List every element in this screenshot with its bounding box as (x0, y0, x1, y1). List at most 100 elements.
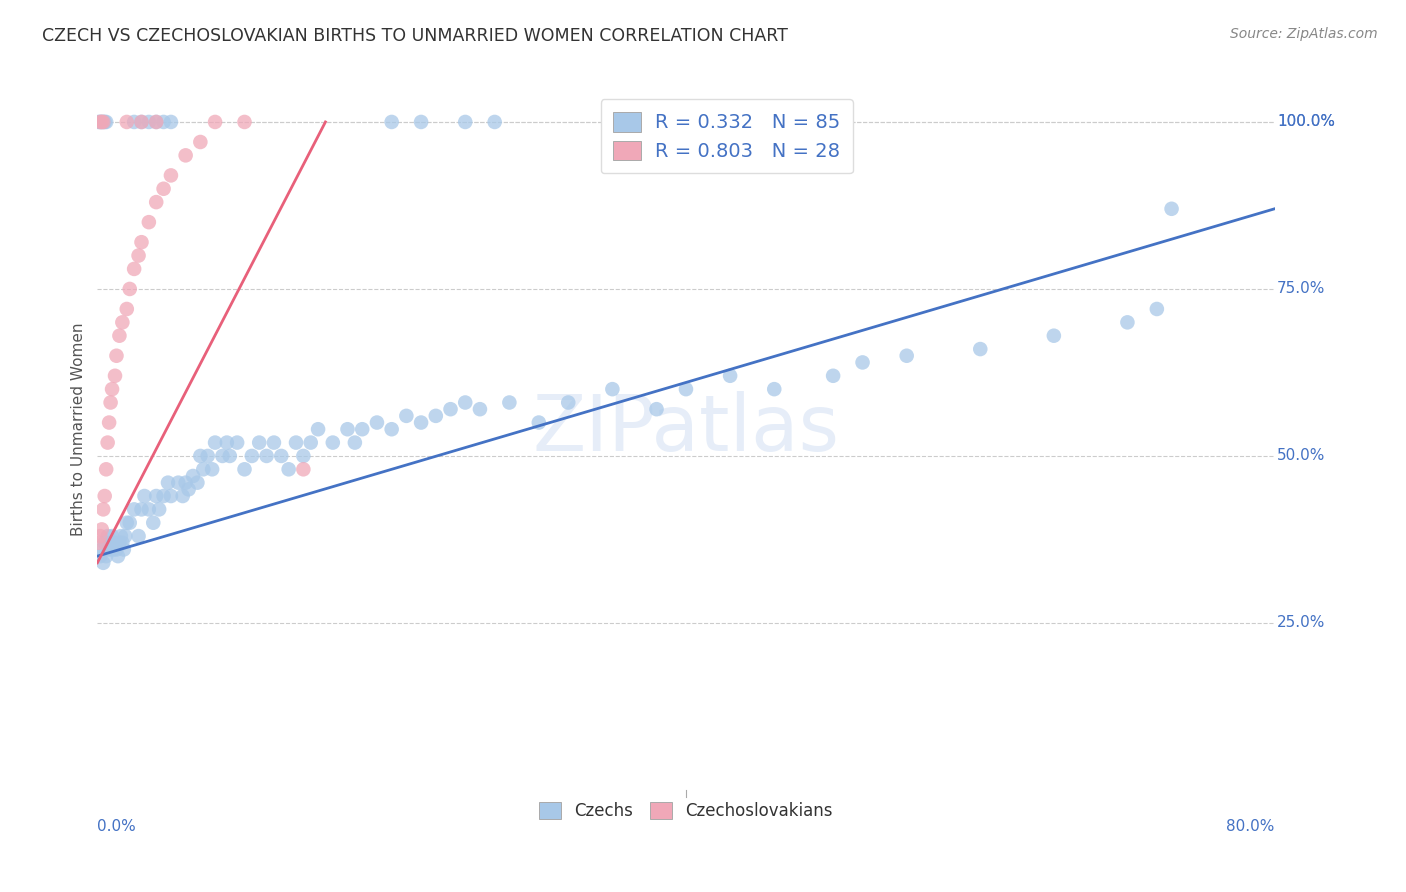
Point (167, 475, 190, 490)
Point (233, 462, 256, 476)
Point (527, 416, 550, 430)
Point (152, 489, 174, 503)
Point (103, 542, 125, 557)
Point (89, 529, 111, 543)
Point (91, 502, 114, 516)
Point (823, 368, 845, 383)
Text: CZECH VS CZECHOSLOVAKIAN BIRTHS TO UNMARRIED WOMEN CORRELATION CHART: CZECH VS CZECHOSLOVAKIAN BIRTHS TO UNMAR… (42, 27, 787, 45)
Point (98, 416, 121, 430)
Point (142, 516, 165, 530)
Point (197, 449, 219, 463)
Text: Source: ZipAtlas.com: Source: ZipAtlas.com (1230, 27, 1378, 41)
Text: ZIPatlas: ZIPatlas (533, 392, 839, 467)
Point (218, 449, 240, 463)
Point (343, 435, 366, 450)
Y-axis label: Births to Unmarried Women: Births to Unmarried Women (72, 323, 86, 536)
Point (145, 115, 167, 129)
Point (90, 115, 112, 129)
Point (93, 535, 115, 549)
Point (108, 328, 131, 343)
Point (454, 115, 477, 129)
Point (498, 395, 520, 409)
Point (602, 382, 624, 396)
Point (100, 395, 122, 409)
Point (160, 169, 183, 183)
Point (1146, 301, 1168, 316)
Point (90, 523, 112, 537)
Text: 25.0%: 25.0% (1277, 615, 1326, 631)
Point (336, 422, 359, 436)
Point (131, 235, 153, 250)
Point (145, 195, 167, 210)
Point (101, 382, 124, 396)
Point (763, 382, 786, 396)
Point (204, 115, 226, 129)
Point (215, 435, 238, 450)
Point (395, 409, 418, 423)
Point (1160, 202, 1182, 216)
Point (101, 529, 124, 543)
Point (409, 115, 432, 129)
Point (111, 535, 134, 549)
Point (425, 409, 447, 423)
Point (105, 542, 128, 557)
Point (352, 422, 374, 436)
Point (211, 449, 233, 463)
Point (240, 449, 263, 463)
Point (409, 416, 432, 430)
Point (160, 115, 183, 129)
Point (122, 502, 145, 516)
Point (439, 402, 461, 417)
Text: 100.0%: 100.0% (1277, 114, 1334, 129)
Point (98, 542, 121, 557)
Point (97, 529, 120, 543)
Point (104, 535, 127, 549)
Point (138, 115, 160, 129)
Text: 50.0%: 50.0% (1277, 449, 1326, 464)
Point (557, 395, 579, 409)
Point (114, 529, 136, 543)
Point (247, 435, 270, 450)
Point (468, 402, 491, 417)
Point (138, 215, 160, 229)
Point (292, 449, 315, 463)
Point (172, 489, 194, 503)
Point (91, 115, 114, 129)
Point (160, 489, 183, 503)
Point (454, 395, 477, 409)
Legend: Czechs, Czechoslovakians: Czechs, Czechoslovakians (531, 794, 841, 829)
Point (115, 115, 138, 129)
Point (89, 549, 111, 563)
Point (105, 349, 128, 363)
Point (145, 115, 167, 129)
Point (366, 416, 388, 430)
Point (299, 435, 322, 450)
Point (381, 422, 404, 436)
Point (201, 462, 224, 476)
Point (128, 248, 150, 262)
Text: 80.0%: 80.0% (1226, 819, 1275, 834)
Point (118, 282, 141, 296)
Point (381, 115, 404, 129)
Point (263, 435, 285, 450)
Point (96, 549, 118, 563)
Point (307, 422, 329, 436)
Point (152, 115, 174, 129)
Point (96, 462, 118, 476)
Point (89, 115, 111, 129)
Point (174, 475, 197, 490)
Point (174, 148, 197, 162)
Point (90, 115, 112, 129)
Point (148, 502, 170, 516)
Point (969, 342, 991, 356)
Point (91, 115, 114, 129)
Point (112, 542, 135, 557)
Point (145, 489, 167, 503)
Point (131, 115, 153, 129)
Point (131, 502, 153, 516)
Text: 0.0%: 0.0% (97, 819, 136, 834)
Point (100, 535, 122, 549)
Point (156, 475, 179, 490)
Point (718, 368, 741, 383)
Point (115, 301, 138, 316)
